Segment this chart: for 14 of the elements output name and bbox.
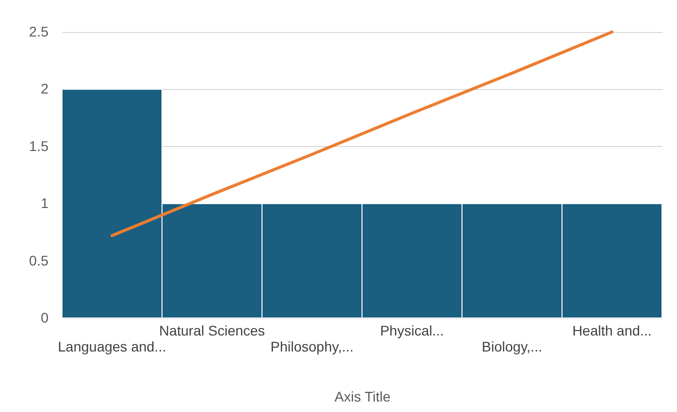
line-series [110,30,614,238]
x-tick-label: Physical... [380,322,444,338]
y-tick-label: 2.5 [29,24,49,40]
y-tick-label: 0 [40,310,49,326]
x-tick-label: Health and... [572,322,652,338]
y-tick-label: 1 [40,195,49,212]
y-tick-label: 0.5 [29,252,49,268]
x-tick-label: Biology,... [482,338,542,354]
x-axis-title: Axis Title [334,388,391,404]
y-tick-label: 1.5 [29,138,49,154]
x-tick-label: Languages and... [58,338,166,354]
y-tick-label: 2 [40,80,49,97]
x-tick-label: Natural Sciences [159,322,265,338]
x-tick-label: Philosophy,... [270,338,354,354]
